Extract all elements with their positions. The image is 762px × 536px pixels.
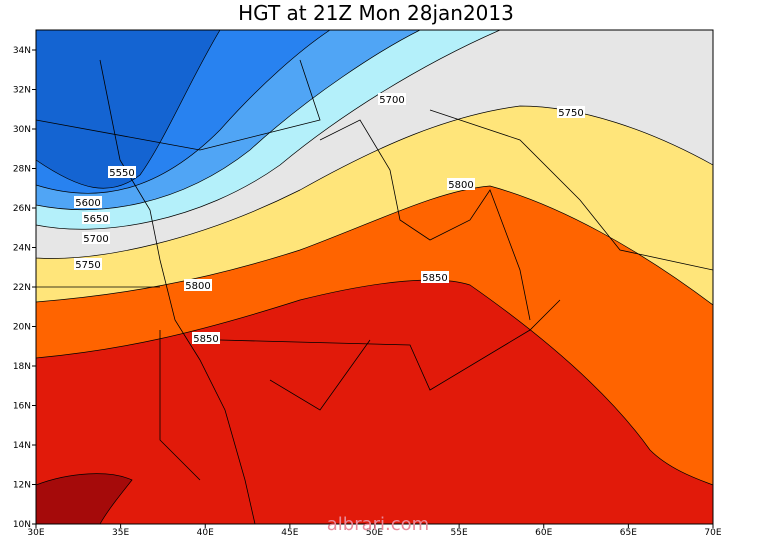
band-above-5900 — [36, 473, 133, 524]
contour-label: 5850 — [193, 334, 218, 345]
contour-label-box — [82, 232, 110, 244]
lat-label: 14N — [13, 441, 31, 451]
watermark: albrari.com — [327, 514, 429, 535]
lat-label: 20N — [13, 323, 31, 333]
contour-label-box — [184, 279, 212, 291]
contour-label-box — [192, 332, 220, 344]
lat-label: 18N — [13, 362, 31, 372]
height-field — [36, 30, 713, 524]
contour-label-box — [74, 196, 102, 208]
contour-label-box — [82, 212, 110, 224]
contour-label: 5750 — [75, 260, 100, 271]
contour-label: 5750 — [558, 108, 583, 119]
contour-label-box — [421, 271, 449, 283]
contour-label-box — [108, 166, 136, 178]
lon-label: 65E — [620, 528, 637, 536]
contour-label: 5550 — [109, 168, 134, 179]
lat-label: 22N — [13, 283, 31, 293]
lon-label: 55E — [451, 528, 468, 536]
contour-label: 5600 — [75, 198, 100, 209]
lon-label: 30E — [27, 528, 44, 536]
contour-label-box — [378, 93, 406, 105]
lat-label: 12N — [13, 481, 31, 491]
contour-label: 5800 — [448, 180, 473, 191]
contour-label: 5800 — [185, 281, 210, 292]
contour-label: 5700 — [379, 95, 404, 106]
lon-label: 60E — [535, 528, 552, 536]
lon-label: 40E — [197, 528, 214, 536]
map-title: HGT at 21Z Mon 28jan2013 — [238, 1, 514, 25]
borders — [36, 59, 713, 524]
contour-label: 5850 — [422, 273, 447, 284]
contour-label: 5650 — [83, 214, 108, 225]
contour-label-box — [74, 258, 102, 270]
lat-label: 16N — [13, 402, 31, 412]
axes: 34N32N30N28N26N24N22N20N18N16N14N12N10N3… — [13, 46, 722, 536]
lat-label: 28N — [13, 165, 31, 175]
lat-label: 32N — [13, 86, 31, 96]
lat-label: 30N — [13, 125, 31, 135]
lat-label: 10N — [13, 520, 31, 530]
lat-label: 24N — [13, 244, 31, 254]
lon-label: 70E — [704, 528, 721, 536]
contour-label-box — [557, 106, 585, 118]
band-below-5550 — [36, 30, 221, 189]
contour-label: 5700 — [83, 234, 108, 245]
lat-label: 34N — [13, 46, 31, 56]
lon-label: 50E — [366, 528, 383, 536]
contour-label-box — [447, 178, 475, 190]
lat-label: 26N — [13, 204, 31, 214]
lon-label: 35E — [112, 528, 129, 536]
contour-labels: 5550 5600 5650 5700 5750 5800 5850 5700 5750 5800… — [74, 93, 585, 345]
lon-label: 45E — [281, 528, 298, 536]
